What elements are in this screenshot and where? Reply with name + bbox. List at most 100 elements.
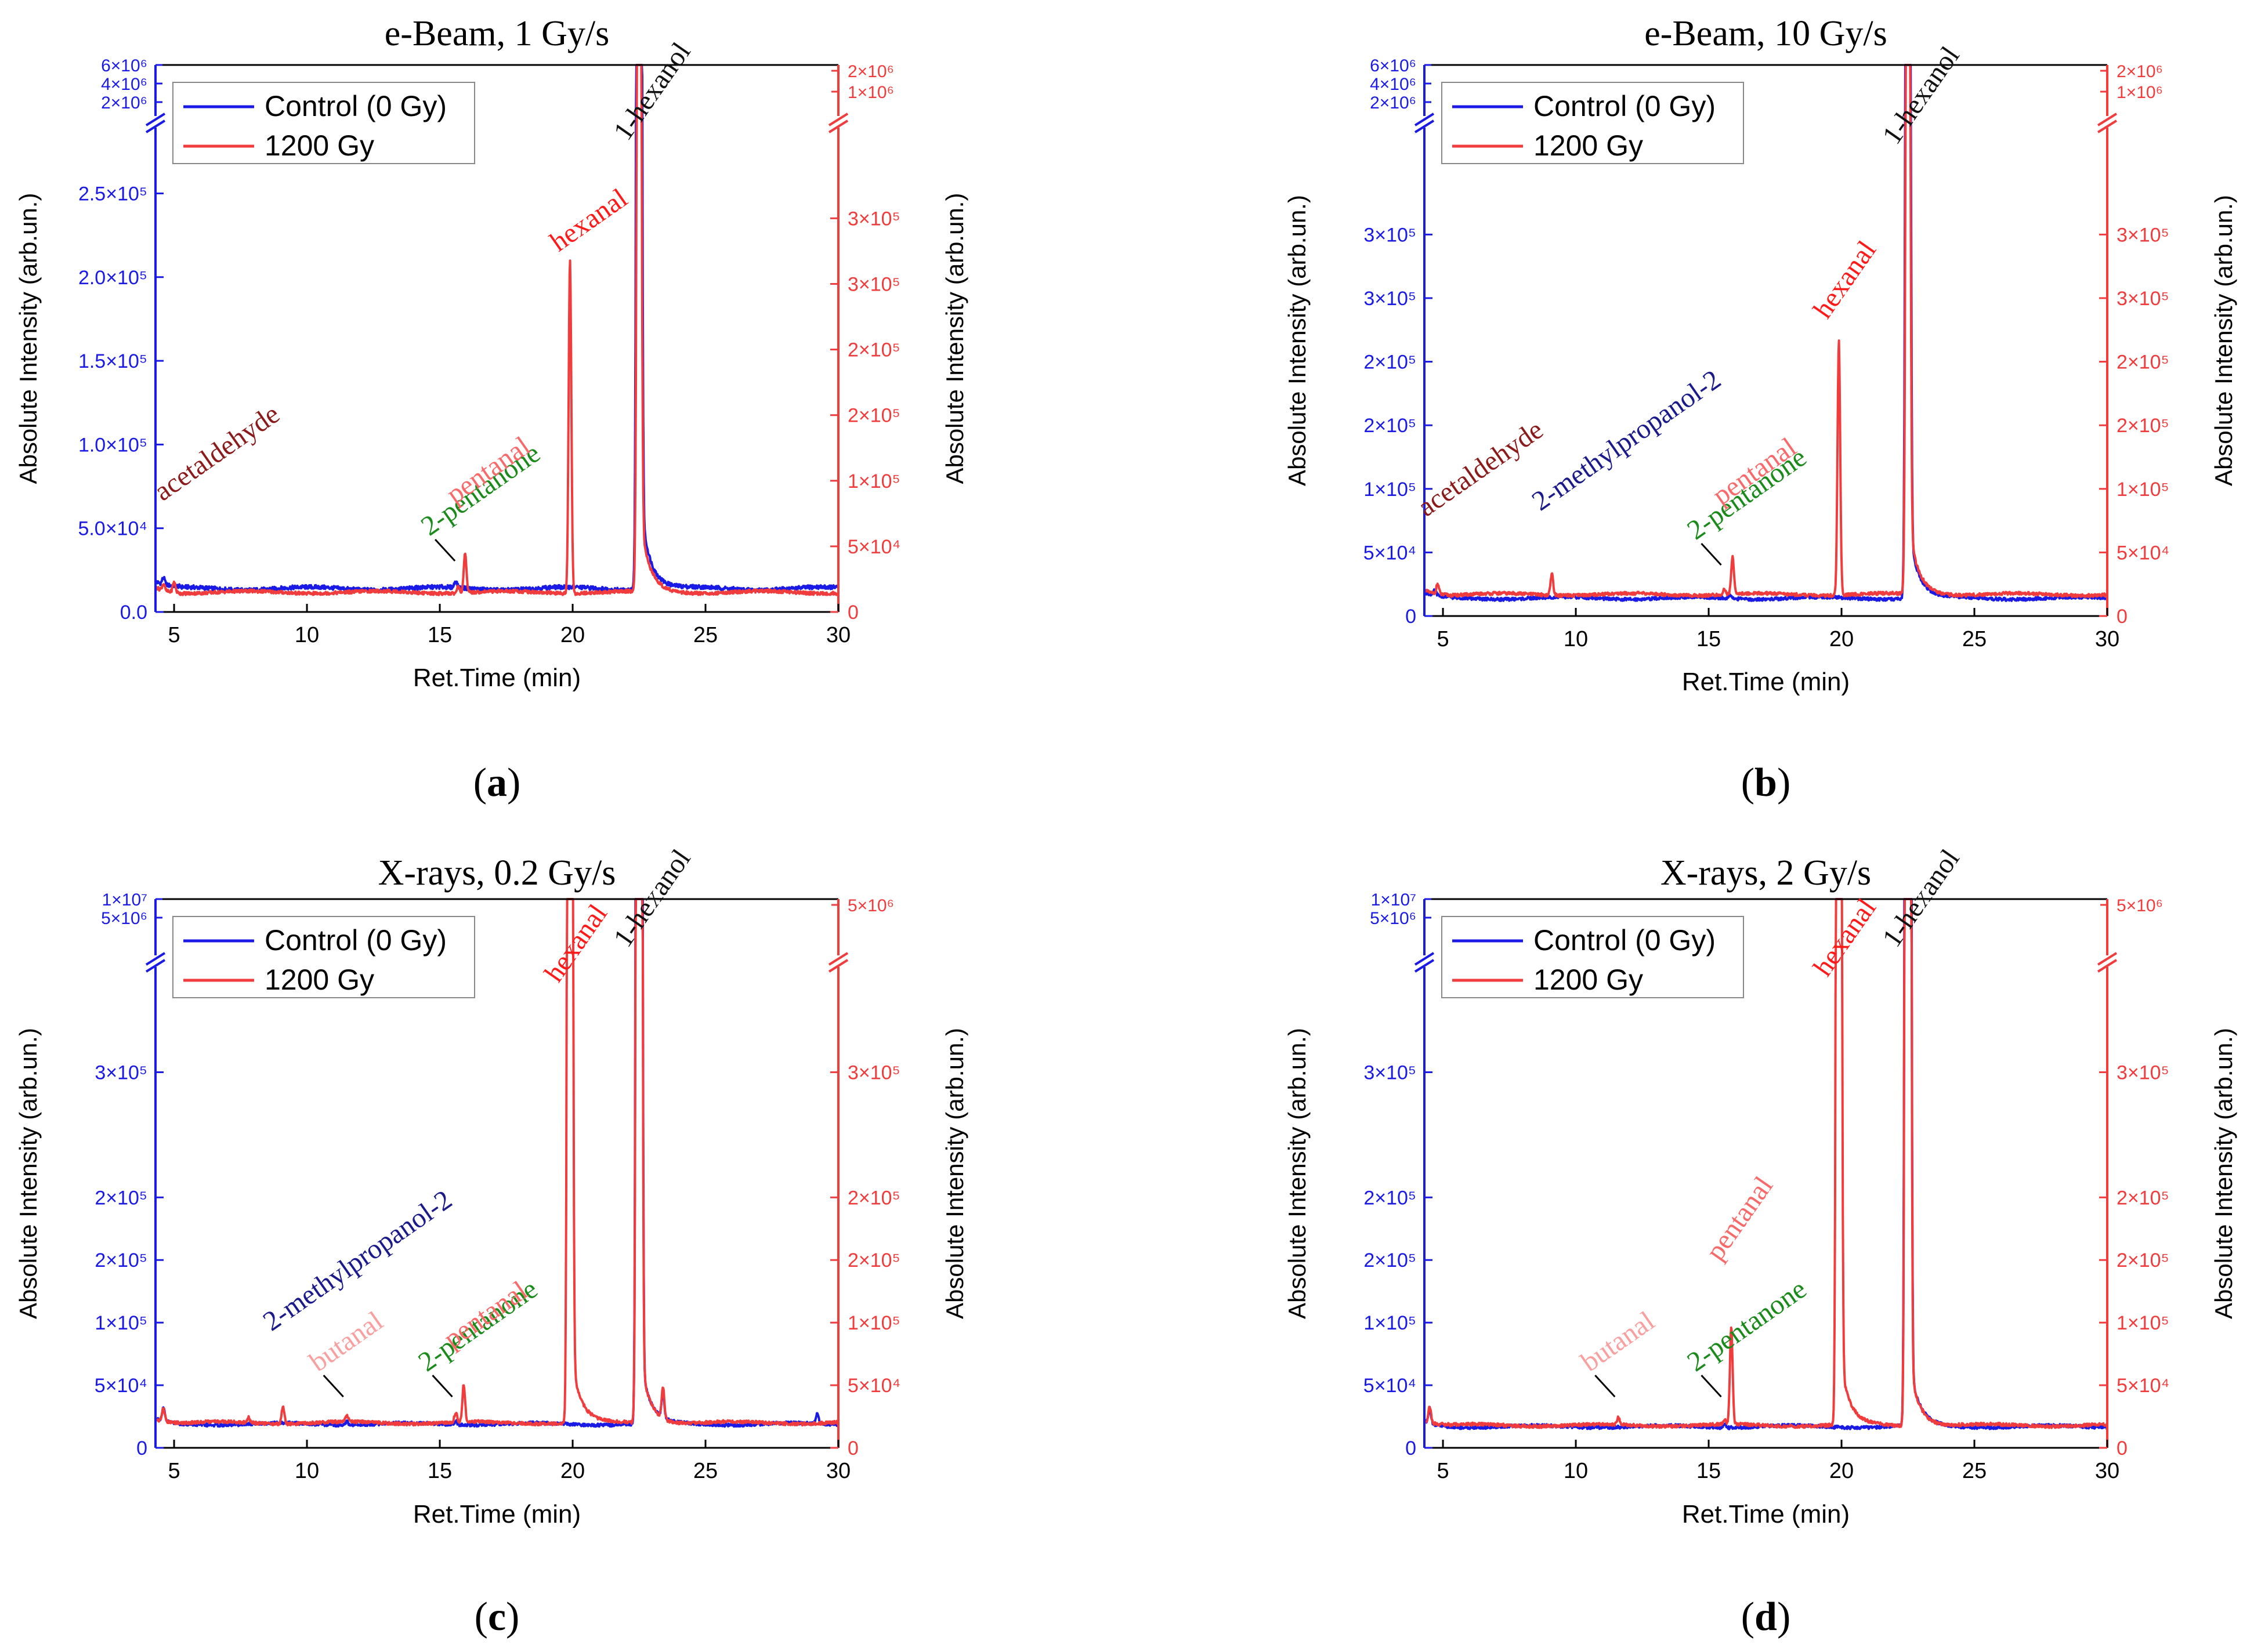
y-tick-label-left: 2×10⁵ [1363,1187,1416,1209]
legend-box [1441,82,1744,164]
y-tick-label-right: 2×10⁵ [848,1249,900,1271]
y-tick-label-left: 3×10⁵ [95,1062,147,1084]
x-tick-label: 5 [1437,1459,1449,1483]
y-tick-label-right: 0 [2117,1437,2128,1459]
y-break-tick-label-left: 1×10⁷ [1371,890,1416,910]
y-tick-label-right: 2×10⁵ [848,339,900,361]
y-tick-label-left: 5×10⁴ [95,1375,147,1397]
chart-title: e-Beam, 10 Gy/s [1644,14,1887,53]
axis-break-mark-left [1414,952,1435,966]
chart-panel-d: X-rays, 2 Gy/s (d) Ret.Time (min) Absolute … [1283,844,2237,1639]
x-tick-label: 5 [168,1459,180,1483]
y-axis-label-right: Absolute Intensity (arb.un.) [941,1028,968,1319]
y-tick-label-right: 3×10⁵ [848,208,900,230]
axis-break-mark-left [1414,119,1435,133]
y-axis-label-right: Absolute Intensity (arb.un.) [941,193,968,484]
y-tick-label-left: 3×10⁵ [1363,288,1416,310]
legend: Control (0 Gy) 1200 Gy [1441,916,1744,998]
y-tick-label-left: 0.0 [120,602,147,624]
legend: Control (0 Gy) 1200 Gy [172,916,475,998]
y-tick-label-right: 3×10⁵ [2117,224,2169,246]
panel-caption: (a) [473,760,521,805]
x-tick-label: 30 [826,623,851,647]
axis-break-mark-right [828,113,849,126]
y-break-tick-label-left: 4×10⁶ [1370,75,1416,94]
y-axis-label-right: Absolute Intensity (arb.un.) [2210,1028,2237,1319]
series-line-1200gy [1423,898,2108,1429]
peak-annotation: 1-hexanol [1876,41,1966,150]
y-tick-label-left: 1×10⁵ [1363,479,1416,501]
axis-break-mark-left [145,959,166,973]
y-tick-label-left: 1×10⁵ [95,1312,147,1334]
y-tick-label-right: 1×10⁵ [2117,1312,2169,1334]
annotation-leader-line [434,538,456,562]
y-break-tick-label-left: 6×10⁶ [1370,56,1416,75]
x-tick-label: 30 [2095,1459,2119,1483]
y-tick-label-left: 2×10⁵ [1363,1249,1416,1271]
x-tick-label: 10 [1564,627,1588,651]
y-tick-label-left: 2×10⁵ [1363,352,1416,374]
y-tick-label-right: 1×10⁵ [2117,479,2169,501]
y-tick-label-left: 0 [1405,1437,1416,1459]
x-axis-label: Ret.Time (min) [1682,668,1850,696]
y-tick-label-right: 2×10⁵ [2117,352,2169,374]
chart-panel-c: X-rays, 0.2 Gy/s (c) Ret.Time (min) Absolut… [15,844,968,1639]
y-tick-label-right: 5×10⁴ [848,536,900,558]
x-tick-label: 20 [560,1459,585,1483]
y-break-tick-label-left: 6×10⁶ [101,56,147,75]
y-tick-label-left: 2×10⁵ [95,1187,147,1209]
peak-annotation: 1-hexanol [607,844,697,953]
y-tick-label-left: 1.5×10⁵ [78,350,147,372]
peak-annotation: butanal [1575,1306,1660,1378]
y-tick-label-right: 2×10⁵ [2117,1187,2169,1209]
legend-box [1441,916,1744,998]
y-break-tick-label-left: 5×10⁶ [101,909,147,928]
y-tick-label-right: 3×10⁵ [2117,288,2169,310]
peak-annotation: hexanal [538,899,613,988]
y-tick-label-right: 3×10⁵ [848,1062,900,1084]
y-tick-label-right: 2×10⁵ [2117,1249,2169,1271]
peak-annotation: acetaldehyde [149,398,285,507]
y-tick-label-right: 3×10⁵ [848,273,900,295]
peak-annotation: hexanal [1807,236,1882,324]
legend-box [172,916,475,998]
y-tick-label-right: 2×10⁵ [2117,415,2169,437]
x-tick-label: 10 [1564,1459,1588,1483]
series-line-1200gy [154,898,840,1427]
annotation-leader-line [1701,542,1722,566]
axis-break-mark-right [828,959,849,973]
y-axis-label-left: Absolute Intensity (arb.un.) [1283,1028,1311,1319]
y-tick-label-left: 5×10⁴ [1363,1375,1416,1397]
x-tick-label: 15 [1696,1459,1721,1483]
y-tick-label-right: 2×10⁵ [848,405,900,427]
y-tick-label-left: 2.0×10⁵ [78,267,147,289]
x-tick-label: 30 [826,1459,851,1483]
peak-annotation: 1-hexanol [607,37,697,146]
peak-annotation: 2-methylpropanol-2 [1526,364,1727,517]
x-tick-label: 30 [2095,627,2119,651]
peak-annotation: pentanal [1700,1171,1779,1266]
x-tick-label: 25 [1962,627,1987,651]
panel-caption: (c) [475,1595,520,1639]
legend-entry: Control (0 Gy) [1533,924,1716,957]
y-tick-label-left: 1×10⁵ [1363,1312,1416,1334]
y-tick-label-left: 3×10⁵ [1363,224,1416,246]
series-line-1200gy [1423,64,2108,599]
chart-title: X-rays, 0.2 Gy/s [378,853,616,893]
y-tick-label-left: 5.0×10⁴ [78,518,147,540]
y-break-tick-label-left: 2×10⁶ [101,93,147,113]
annotation-leader-line [432,1374,453,1398]
axis-break-mark-right [2097,959,2118,973]
chart-panel-b: e-Beam, 10 Gy/s (b) Ret.Time (min) Absolute… [1283,14,2237,805]
y-break-tick-label-right: 1×10⁶ [2117,83,2163,102]
legend-entry: 1200 Gy [1533,963,1643,996]
axis-break-mark-right [2097,952,2118,966]
legend-entry: Control (0 Gy) [265,924,447,957]
x-tick-label: 15 [428,623,452,647]
y-break-tick-label-right: 2×10⁶ [848,62,894,81]
series-line-control [1423,64,2108,602]
peak-annotation: 1-hexanol [1876,844,1966,953]
legend-box [172,82,475,164]
x-tick-label: 25 [693,1459,718,1483]
y-break-tick-label-left: 2×10⁶ [1370,93,1416,113]
